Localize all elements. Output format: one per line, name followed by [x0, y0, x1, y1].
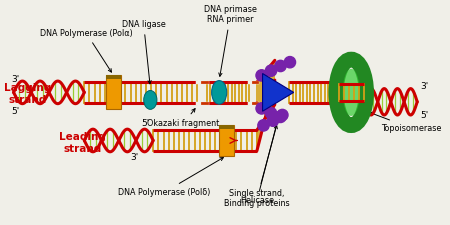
Circle shape	[284, 56, 296, 68]
Text: Topoisomerase: Topoisomerase	[370, 112, 442, 133]
FancyBboxPatch shape	[106, 75, 121, 79]
Circle shape	[266, 108, 277, 119]
Ellipse shape	[212, 81, 227, 104]
Text: Single strand,
Binding proteins: Single strand, Binding proteins	[224, 125, 290, 208]
Text: Leading
strand: Leading strand	[59, 132, 106, 154]
Circle shape	[256, 103, 267, 114]
Circle shape	[256, 70, 267, 81]
Text: 3': 3'	[130, 153, 139, 162]
Text: 5': 5'	[420, 110, 428, 119]
FancyBboxPatch shape	[106, 75, 121, 109]
Text: Okazaki fragment: Okazaki fragment	[148, 109, 220, 128]
Text: 5': 5'	[141, 119, 150, 128]
Text: DNA primase
RNA primer: DNA primase RNA primer	[204, 5, 257, 76]
Text: DNA Polymerase (Polδ): DNA Polymerase (Polδ)	[118, 158, 223, 197]
Ellipse shape	[343, 69, 360, 116]
Text: Helicase: Helicase	[240, 117, 279, 205]
Ellipse shape	[144, 90, 157, 109]
Text: DNA ligase: DNA ligase	[122, 20, 166, 84]
Circle shape	[258, 120, 269, 131]
Circle shape	[267, 115, 279, 126]
Circle shape	[275, 111, 286, 123]
Circle shape	[277, 109, 288, 121]
FancyBboxPatch shape	[219, 125, 234, 129]
Polygon shape	[262, 74, 294, 111]
Circle shape	[275, 60, 286, 72]
Text: DNA Polymerase (Polα): DNA Polymerase (Polα)	[40, 29, 133, 72]
FancyBboxPatch shape	[219, 125, 234, 155]
Text: 3': 3'	[420, 82, 428, 91]
Text: Lagging
strand: Lagging strand	[4, 83, 51, 105]
Text: 3': 3'	[12, 75, 20, 84]
Circle shape	[266, 65, 277, 76]
Text: 5': 5'	[12, 107, 20, 116]
